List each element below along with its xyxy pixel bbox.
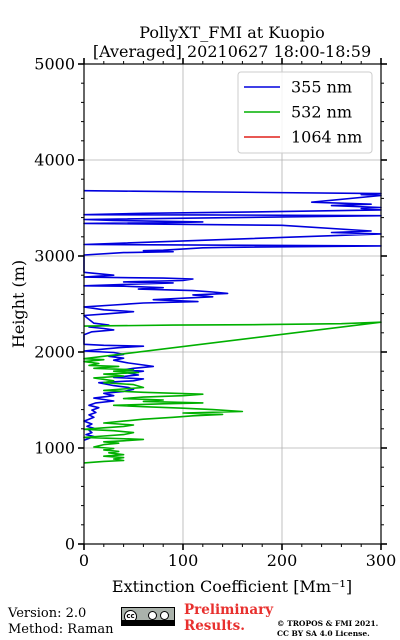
badge-strip: [122, 620, 174, 625]
by-icon: [148, 611, 157, 620]
chart-title-line-1: PollyXT_FMI at Kuopio: [139, 23, 325, 42]
x-axis-label: Extinction Coefficient [Mm⁻¹]: [112, 577, 352, 596]
y-tick-label: 0: [65, 535, 75, 554]
sa-icon: [160, 611, 169, 620]
legend: 355 nm 532 nm 1064 nm: [237, 71, 373, 154]
legend-label: 532 nm: [291, 103, 352, 122]
series-line-532-nm: [83, 321, 382, 464]
copyright-line-1: © TROPOS & FMI 2021.: [277, 619, 379, 628]
y-axis-label: Height (m): [9, 260, 28, 348]
y-tick-label: 3000: [34, 247, 75, 266]
cc-license-badge: cc: [121, 607, 175, 626]
y-tick-label: 4000: [34, 151, 75, 170]
axes-layer: [83, 63, 382, 545]
chart-title-line-2: [Averaged] 20210627 18:00-18:59: [93, 42, 371, 61]
x-tick-label: 0: [79, 551, 89, 570]
preliminary-line-1: Preliminary: [184, 602, 274, 618]
x-tick-label: 200: [267, 551, 298, 570]
y-tick-label: 2000: [34, 343, 75, 362]
cc-icon: cc: [124, 610, 137, 623]
preliminary-line-2: Results.: [184, 618, 245, 634]
preliminary-notice: Preliminary Results.: [184, 602, 273, 634]
version-text: Version: 2.0: [8, 606, 87, 621]
footer-info: Version: 2.0 Method: Raman: [8, 606, 114, 638]
y-tick-label: 1000: [34, 439, 75, 458]
copyright-line-2: CC BY SA 4.0 License.: [277, 628, 370, 638]
series-layer: [83, 189, 382, 464]
x-tick-label: 300: [366, 551, 397, 570]
legend-label: 1064 nm: [291, 128, 362, 147]
method-text: Method: Raman: [8, 622, 114, 637]
copyright-notice: © TROPOS & FMI 2021. CC BY SA 4.0 Licens…: [277, 619, 378, 638]
x-tick-label: 100: [168, 551, 199, 570]
legend-frame: [237, 71, 373, 154]
legend-label: 355 nm: [291, 78, 352, 97]
y-tick-label: 5000: [34, 55, 75, 74]
series-line-355-nm: [83, 189, 382, 442]
plot-frame: [83, 63, 382, 545]
